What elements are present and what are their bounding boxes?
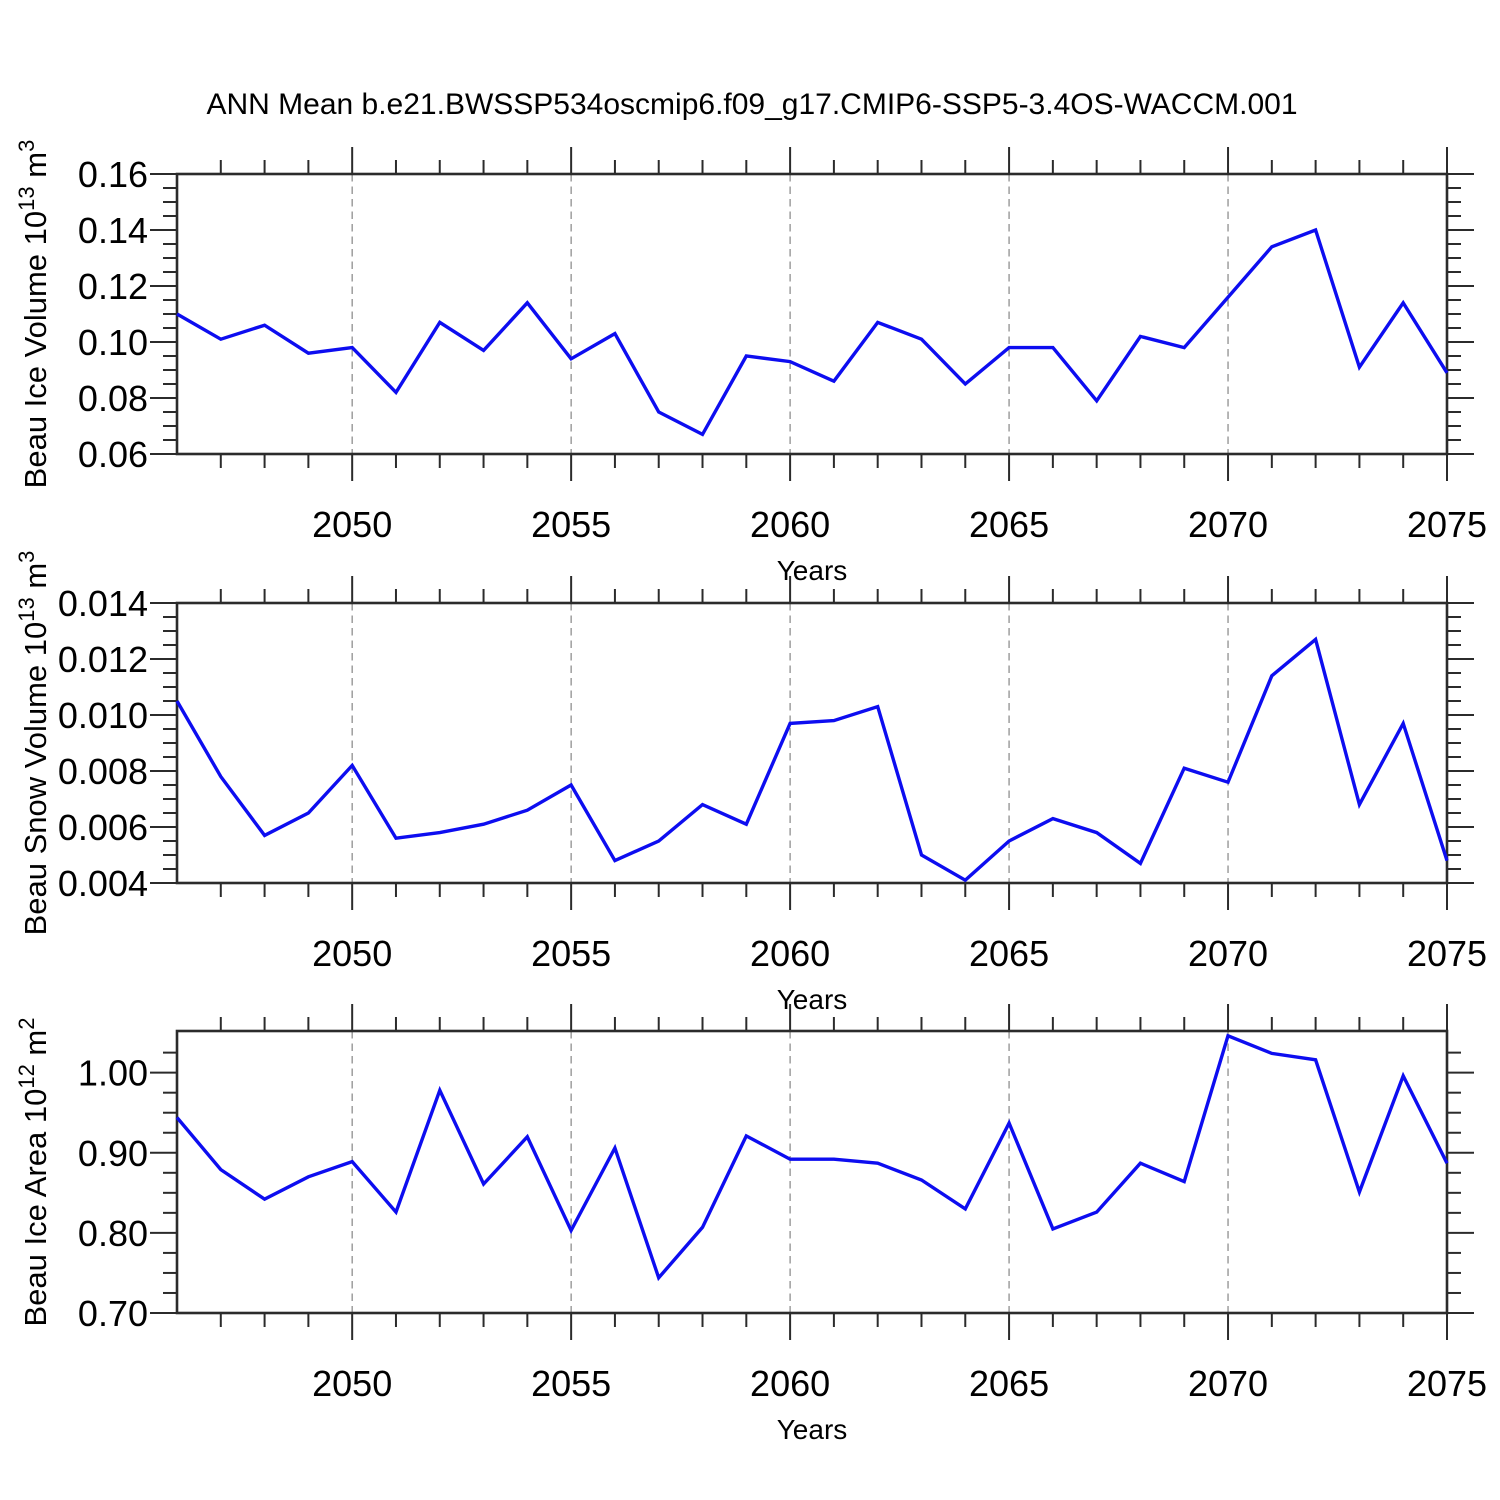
x-tick-label: 2065 (969, 933, 1049, 974)
x-tick-label: 2070 (1188, 1363, 1268, 1404)
beau-ice-area-chart: 0.70 0.80 0.90 1.00 2050 2055 2060 2065 2070 2075… (14, 1004, 1487, 1445)
plot-frame (175, 172, 1449, 456)
x-tick-label: 2055 (531, 933, 611, 974)
y-axis-title-exponent: 12 (14, 1064, 39, 1088)
y-axis-title-text: Beau Snow Volume 10 (18, 622, 53, 936)
x-tick-label: 2075 (1407, 933, 1487, 974)
y-tick-label: 0.10 (78, 322, 148, 363)
charts-root: 0.06 0.08 0.10 0.12 0.14 0.16 2050 2055 2060 2065… (14, 140, 1487, 1445)
beau-snow-volume-chart: 0.004 0.006 0.008 0.010 0.012 0.014 2050 2055 20… (14, 551, 1487, 1015)
y-axis-title-text: Beau Ice Volume 10 (18, 211, 53, 488)
y-axis-title-unit: m (18, 152, 53, 186)
y-axis-title: Beau Snow Volume 1013 m3 (14, 551, 53, 936)
x-tick-label: 2065 (969, 1363, 1049, 1404)
x-tick-label: 2050 (312, 504, 392, 545)
x-tick-label: 2060 (750, 504, 830, 545)
x-tick-label: 2050 (312, 933, 392, 974)
y-tick-label: 0.006 (58, 807, 148, 848)
y-axis-title-unit-exponent: 2 (14, 1017, 39, 1029)
y-tick-label: 0.90 (78, 1133, 148, 1174)
beau-ice-volume-chart: 0.06 0.08 0.10 0.12 0.14 0.16 2050 2055 2060 2065… (14, 140, 1487, 586)
plot-frame (175, 1029, 1449, 1315)
beau-ice-volume-line (176, 227, 1449, 437)
x-axis-title: Years (777, 555, 848, 586)
y-tick-label: 0.80 (78, 1213, 148, 1254)
y-tick-label: 0.06 (78, 434, 148, 475)
beau-ice-area-line (175, 1033, 1449, 1282)
y-tick-label: 0.012 (58, 639, 148, 680)
y-tick-label: 0.08 (78, 378, 148, 419)
y-axis-title-unit: m (18, 1030, 53, 1064)
x-tick-label: 2055 (531, 504, 611, 545)
y-tick-label: 0.12 (78, 266, 148, 307)
x-tick-label: 2065 (969, 504, 1049, 545)
y-tick-label: 0.14 (78, 210, 148, 251)
beau-snow-volume-line (175, 636, 1449, 883)
y-tick-label: 0.010 (58, 695, 148, 736)
y-axis-title-text: Beau Ice Area 10 (18, 1089, 53, 1327)
x-tick-label: 2075 (1407, 504, 1487, 545)
y-tick-label: 0.004 (58, 863, 148, 904)
y-axis-title-exponent: 13 (14, 186, 39, 210)
y-tick-label: 0.014 (58, 583, 148, 624)
y-tick-label: 1.00 (78, 1053, 148, 1094)
x-tick-label: 2070 (1188, 504, 1268, 545)
x-tick-label: 2070 (1188, 933, 1268, 974)
y-axis-title: Beau Ice Area 1012 m2 (14, 1017, 53, 1326)
y-axis-title-unit-exponent: 3 (14, 551, 39, 563)
x-axis-title: Years (777, 1414, 848, 1445)
y-tick-label: 0.008 (58, 751, 148, 792)
y-tick-label: 0.70 (78, 1293, 148, 1334)
x-axis-title: Years (777, 984, 848, 1015)
x-tick-label: 2060 (750, 1363, 830, 1404)
x-tick-label: 2050 (312, 1363, 392, 1404)
y-axis-title: Beau Ice Volume 1013 m3 (14, 140, 53, 489)
figure-title: ANN Mean b.e21.BWSSP534oscmip6.f09_g17.C… (206, 88, 1297, 121)
x-tick-label: 2075 (1407, 1363, 1487, 1404)
plot-frame (175, 601, 1449, 885)
y-axis-title-unit-exponent: 3 (14, 140, 39, 152)
y-tick-label: 0.16 (78, 154, 148, 195)
y-axis-title-exponent: 13 (14, 597, 39, 621)
x-tick-label: 2060 (750, 933, 830, 974)
y-axis-title-unit: m (18, 563, 53, 597)
x-tick-label: 2055 (531, 1363, 611, 1404)
